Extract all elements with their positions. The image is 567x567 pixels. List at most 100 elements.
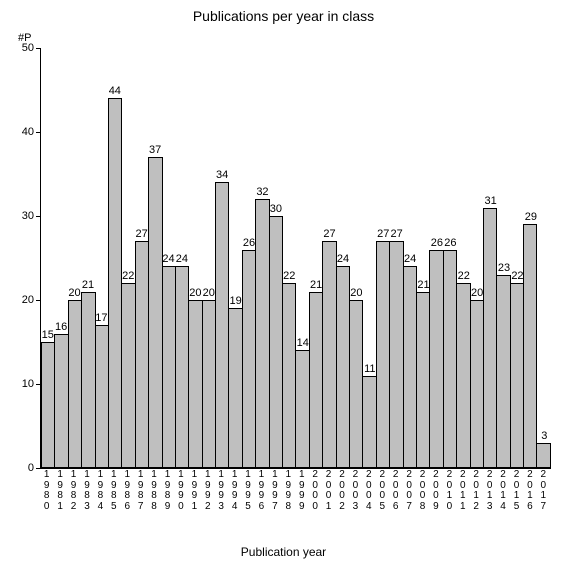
bar — [496, 275, 510, 468]
bar — [429, 250, 443, 468]
bar — [403, 266, 417, 468]
bar — [523, 224, 537, 468]
bar — [443, 250, 457, 468]
x-tick-label: 1987 — [134, 470, 147, 512]
bar-value-label: 19 — [229, 295, 241, 307]
x-tick-label: 1992 — [201, 470, 214, 512]
x-tick-label: 1997 — [268, 470, 281, 512]
bar — [135, 241, 149, 468]
bar-value-label: 27 — [377, 228, 389, 240]
x-tick-label: 2004 — [362, 470, 375, 512]
bar-value-label: 14 — [297, 337, 309, 349]
x-axis-label: Publication year — [0, 545, 567, 559]
bar — [269, 216, 283, 468]
y-tick-label: 20 — [22, 294, 34, 306]
x-tick-label: 1981 — [53, 470, 66, 512]
bar-value-label: 24 — [404, 253, 416, 265]
bar-value-label: 32 — [256, 186, 268, 198]
bar-value-label: 27 — [136, 228, 148, 240]
bar-value-label: 34 — [216, 169, 228, 181]
x-tick-label: 1996 — [255, 470, 268, 512]
bar-value-label: 24 — [162, 253, 174, 265]
bar-value-label: 21 — [417, 279, 429, 291]
bar-value-label: 26 — [444, 237, 456, 249]
x-tick-label: 1995 — [241, 470, 254, 512]
x-tick-label: 2005 — [376, 470, 389, 512]
bar — [202, 300, 216, 468]
x-tick-label: 1984 — [94, 470, 107, 512]
bar-value-label: 20 — [189, 287, 201, 299]
bar — [295, 350, 309, 468]
bars-group — [41, 48, 551, 468]
bar — [362, 376, 376, 468]
bar-value-label: 26 — [431, 237, 443, 249]
x-tick-label: 2000 — [308, 470, 321, 512]
bar — [389, 241, 403, 468]
bar — [54, 334, 68, 468]
x-tick-label: 2001 — [322, 470, 335, 512]
x-tick-label: 2011 — [456, 470, 469, 512]
bar — [215, 182, 229, 468]
bar-value-label: 20 — [68, 287, 80, 299]
bar — [470, 300, 484, 468]
bar-value-label: 17 — [95, 312, 107, 324]
bar — [162, 266, 176, 468]
bar — [175, 266, 189, 468]
bar-value-label: 27 — [391, 228, 403, 240]
y-tick-label: 30 — [22, 210, 34, 222]
bar — [376, 241, 390, 468]
bar — [81, 292, 95, 468]
x-tick-label: 1980 — [40, 470, 53, 512]
x-tick-label: 1999 — [295, 470, 308, 512]
bar-value-label: 29 — [525, 211, 537, 223]
bar — [228, 308, 242, 468]
y-tick-label: 50 — [22, 42, 34, 54]
bar — [242, 250, 256, 468]
x-tick-label: 2015 — [510, 470, 523, 512]
bar — [456, 283, 470, 468]
x-tick-label: 2007 — [402, 470, 415, 512]
bar — [188, 300, 202, 468]
x-tick-label: 1989 — [161, 470, 174, 512]
x-tick-label: 1983 — [80, 470, 93, 512]
plot-area: 01020304050 1516202117442227372424202034… — [40, 48, 551, 469]
x-tick-label: 2017 — [537, 470, 550, 512]
x-tick-label: 2006 — [389, 470, 402, 512]
x-tick-label: 1986 — [121, 470, 134, 512]
x-tick-label: 2010 — [443, 470, 456, 512]
x-tick-label: 2014 — [496, 470, 509, 512]
y-tick-label: 10 — [22, 378, 34, 390]
x-axis-tick-labels: 1980198119821983198419851986198719881989… — [40, 470, 550, 512]
x-tick-label: 1993 — [214, 470, 227, 512]
bar — [41, 342, 55, 468]
x-tick-label: 1985 — [107, 470, 120, 512]
bar-value-label: 22 — [458, 270, 470, 282]
bar-value-label: 22 — [122, 270, 134, 282]
bar-value-label: 24 — [337, 253, 349, 265]
x-tick-label: 1988 — [147, 470, 160, 512]
bar-value-label: 16 — [55, 321, 67, 333]
bar — [510, 283, 524, 468]
bar — [322, 241, 336, 468]
bar-value-label: 21 — [82, 279, 94, 291]
bar-value-label: 26 — [243, 237, 255, 249]
bar-value-label: 44 — [109, 85, 121, 97]
bar-value-label: 37 — [149, 144, 161, 156]
x-tick-label: 1994 — [228, 470, 241, 512]
x-tick-label: 1990 — [174, 470, 187, 512]
bar — [148, 157, 162, 468]
bar — [536, 443, 550, 468]
x-tick-label: 2008 — [416, 470, 429, 512]
bar — [121, 283, 135, 468]
bar — [282, 283, 296, 468]
chart-title: Publications per year in class — [0, 8, 567, 24]
bar — [483, 208, 497, 468]
y-tick-label: 0 — [28, 462, 34, 474]
bar — [68, 300, 82, 468]
bar-value-label: 22 — [511, 270, 523, 282]
bar-value-label: 23 — [498, 262, 510, 274]
y-tick-label: 40 — [22, 126, 34, 138]
bar-value-label: 22 — [283, 270, 295, 282]
chart-container: Publications per year in class #P 010203… — [0, 0, 567, 567]
x-tick-label: 2012 — [470, 470, 483, 512]
